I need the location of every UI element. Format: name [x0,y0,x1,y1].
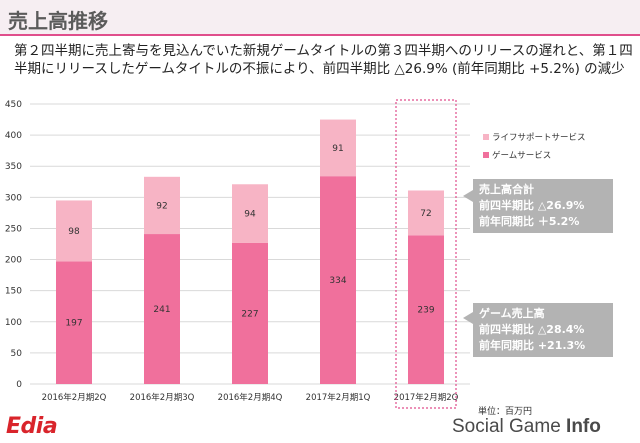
y-tick-label: 250 [5,224,22,234]
bar-game-1 [144,234,180,384]
bar-life-2 [232,184,268,243]
x-tick-label: 2016年2月期2Q [42,392,107,403]
callout-box [473,179,613,233]
title-divider [0,34,640,36]
data-label: 94 [244,210,256,220]
callout-line: 前四半期比 △26.9% [479,198,584,212]
legend-swatch [483,134,489,140]
watermark: Social Game Info [452,416,601,438]
x-tick-label: 2016年2月期3Q [130,392,195,403]
data-label: 227 [241,309,258,319]
data-label: 92 [156,201,167,211]
bar-game-3 [320,176,356,384]
title-bar: 売上高推移 [0,0,640,34]
summary-text: 第２四半期に売上寄与を見込んでいた新規ゲームタイトルの第３四半期へのリリースの遅… [14,43,633,77]
unit-label: 単位：百万円 [478,407,533,417]
watermark-right: Info [566,416,601,437]
y-tick-label: 450 [5,100,22,110]
callout-line: 前年同期比 +21.3% [479,338,585,352]
callout-line: 前四半期比 △28.4% [479,322,584,336]
data-label: 334 [329,276,346,286]
callout-line: 前年同期比 ＋5.2% [479,214,579,228]
y-tick-label: 0 [16,380,22,390]
y-tick-label: 400 [5,131,22,141]
y-tick-label: 300 [5,193,22,203]
y-tick-label: 200 [5,256,22,266]
bar-game-0 [56,261,92,384]
x-tick-label: 2017年2月期1Q [306,392,371,403]
data-label: 197 [65,319,82,329]
page-title: 売上高推移 [8,9,108,33]
legend-label: ゲームサービス [492,150,551,161]
highlight-box [395,99,457,409]
legend-label: ライフサポートサービス [492,133,586,143]
data-label: 241 [153,305,170,315]
x-tick-label: 2016年2月期4Q [218,392,283,403]
y-tick-label: 100 [5,318,22,328]
bar-life-4 [408,190,444,236]
callout-line: ゲーム売上高 [479,306,545,320]
y-tick-label: 150 [5,287,22,297]
callout-line: 売上高合計 [479,182,534,196]
x-tick-label: 2017年2月期2Q [394,392,459,403]
y-tick-label: 350 [5,162,22,172]
callout-pointer [463,190,473,202]
data-label: 91 [332,144,343,154]
data-label: 98 [68,227,80,237]
bar-game-2 [232,242,268,384]
data-label: 239 [417,306,434,316]
y-tick-label: 50 [11,349,23,359]
callout-pointer [463,312,473,324]
watermark-left: Social Game [452,416,567,437]
callout-box [473,303,613,357]
bar-game-4 [408,235,444,384]
legend-swatch [483,152,489,158]
bar-life-0 [56,200,92,262]
data-label: 72 [420,209,431,219]
edia-logo: Edia [6,414,58,439]
bar-life-3 [320,119,356,177]
bar-life-1 [144,176,180,235]
